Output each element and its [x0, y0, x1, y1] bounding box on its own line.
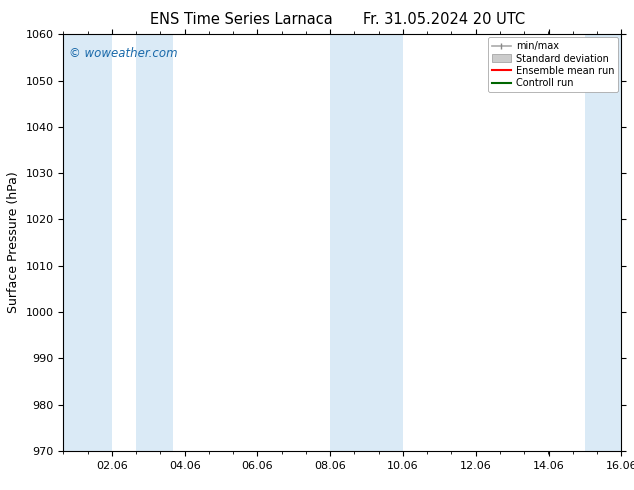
Legend: min/max, Standard deviation, Ensemble mean run, Controll run: min/max, Standard deviation, Ensemble me…	[488, 37, 618, 92]
Bar	[330, 34, 366, 451]
Bar	[585, 34, 621, 451]
Text: Fr. 31.05.2024 20 UTC: Fr. 31.05.2024 20 UTC	[363, 12, 525, 27]
Bar	[136, 34, 172, 451]
Text: ENS Time Series Larnaca: ENS Time Series Larnaca	[150, 12, 332, 27]
Text: © woweather.com: © woweather.com	[69, 47, 178, 60]
Bar	[63, 34, 112, 451]
Y-axis label: Surface Pressure (hPa): Surface Pressure (hPa)	[7, 172, 20, 314]
Bar	[366, 34, 403, 451]
